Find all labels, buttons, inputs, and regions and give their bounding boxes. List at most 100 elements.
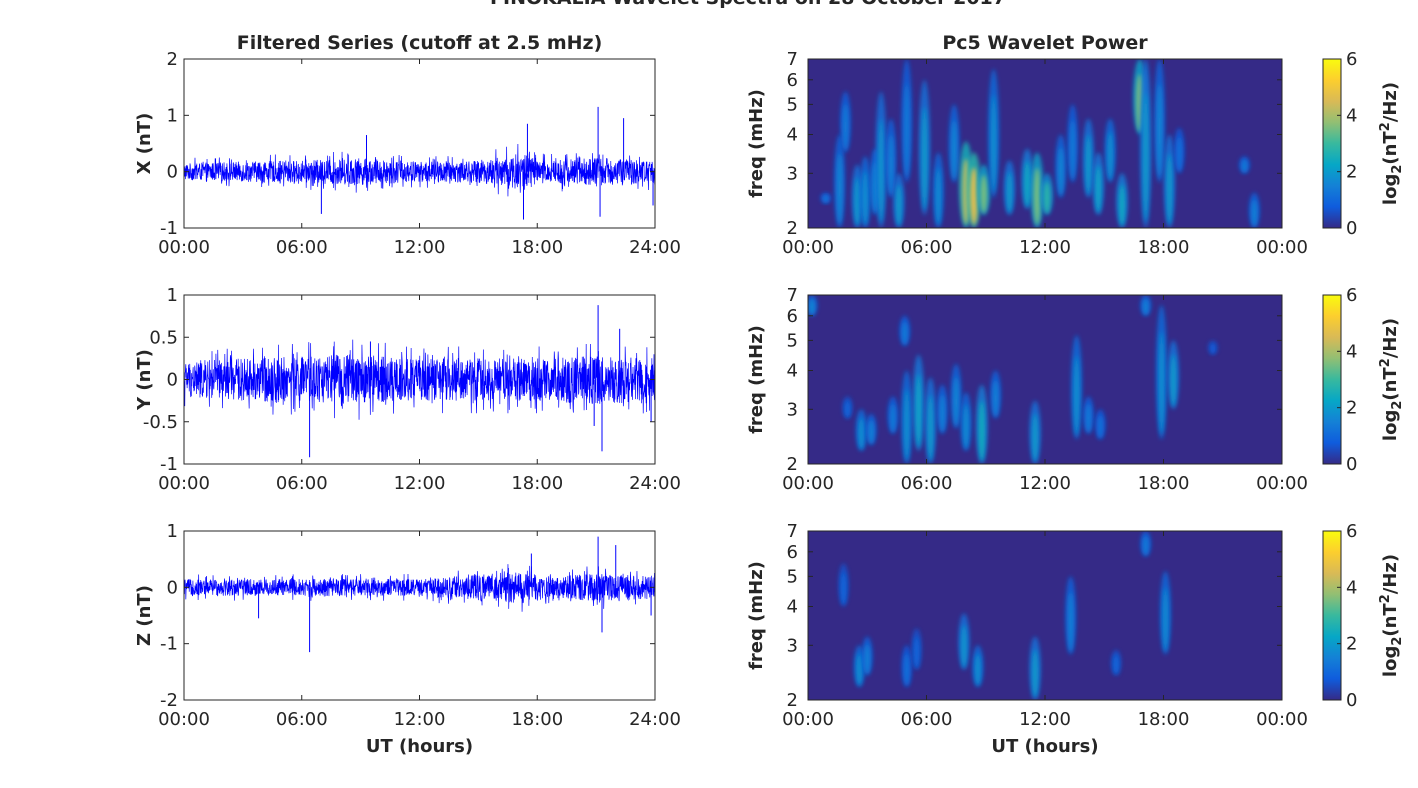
y-axis-label: X (nT) [134,113,155,175]
wavelet-power-core [868,420,874,444]
colorbar-label-part: 2 [1378,122,1393,131]
wavelet-power-core [1097,415,1103,439]
y-tick-label: 6 [787,306,798,327]
x-tick-label: 12:00 [394,237,446,258]
wavelet-power-core [1158,331,1165,435]
wavelet-power-core [1176,136,1182,172]
colorbar-label-part: 2 [1390,165,1405,174]
wavelet-power-core [823,194,829,203]
y-tick-label: 6 [787,70,798,91]
y-tick-label: -0.5 [143,412,178,433]
wavelet-panel-title: Pc5 Wavelet Power [942,32,1148,54]
x-tick-label: 24:00 [629,473,681,494]
colorbar-label: log2(nT2/Hz) [1378,318,1405,441]
x-tick-label: 00:00 [158,237,210,258]
colorbar-tick-label: 4 [1346,341,1357,362]
x-tick-label: 12:00 [394,709,446,730]
colorbar-tick-label: 4 [1346,577,1357,598]
y-tick-label: 0 [167,370,178,391]
colorbar-tick-label: 0 [1346,218,1357,239]
wavelet-power-core [1058,147,1064,196]
y-tick-label: -1 [160,634,178,655]
wavelet-power-core [904,653,910,686]
y-tick-label: 7 [787,521,798,542]
y-tick-label: 3 [787,399,798,420]
wavelet-power-core [854,177,861,226]
wavelet-power-core [902,321,908,345]
colorbar-label-part: 2 [1390,401,1405,410]
x-tick-label: 06:00 [276,237,328,258]
wavelet-power-core [896,184,902,226]
x-tick-label: 24:00 [629,709,681,730]
colorbar-tick-label: 2 [1346,162,1357,183]
wavelet-power-core [993,380,999,417]
wavelet-background [808,295,1282,464]
wavelet-power-core [809,299,815,315]
wavelet-power-core [1033,167,1041,225]
colorbar-gradient [1323,295,1341,464]
wavelet-power-core [975,653,981,686]
x-tick-label: 24:00 [629,237,681,258]
wavelet-power-core [864,644,870,674]
x-tick-label: 00:00 [782,709,834,730]
colorbar-label-part: log [1380,410,1401,441]
series-trace [183,564,656,612]
y-tick-label: 4 [787,596,798,617]
colorbar-tick-label: 2 [1346,398,1357,419]
y-tick-label: 5 [787,566,798,587]
y-tick-label: 2 [787,454,798,475]
wavelet-power-core [841,572,846,605]
y-axis-label: Y (nT) [134,349,155,411]
wavelet-power-core [970,167,978,225]
colorbar-label-part: (nT [1380,603,1401,637]
series-plot-frame [183,530,656,701]
x-tick-label: 12:00 [394,473,446,494]
wavelet-power-core [845,400,850,418]
wavelet-power-core [980,174,988,214]
colorbar-frame [1322,294,1342,465]
wavelet-power-core [1095,165,1102,213]
colorbar-gradient [1323,59,1341,228]
series-panel-1: Filtered Series (cutoff at 2.5 mHz)-1012… [134,32,681,258]
wavelet-power-core [961,624,967,668]
colorbar-tick-label: 2 [1346,634,1357,655]
series-panel-2: -1 -0.5 0 0.5 1 00:00 06:00 12:00 18:00 24:00 Y (n… [134,285,681,494]
wavelet-power-core [888,134,894,195]
x-axis-label: UT (hours) [366,736,473,757]
x-axis-label: UT (hours) [991,736,1098,757]
wavelet-power-core [1241,159,1248,173]
wavelet-power-core [953,376,959,427]
x-tick-label: 00:00 [782,237,834,258]
wavelet-power-core [1113,654,1119,675]
x-tick-label: 12:00 [1019,473,1071,494]
x-tick-label: 18:00 [511,237,563,258]
wavelet-power-core [1032,649,1038,698]
wavelet-power-core [978,400,985,461]
y-tick-label: 0 [167,162,178,183]
colorbar-label: log2(nT2/Hz) [1378,554,1405,677]
wavelet-power-core [1085,403,1092,433]
y-tick-label: 0 [167,577,178,598]
colorbar-label-part: (nT [1380,367,1401,401]
wavelet-power-core [915,373,922,448]
wavelet-power-core [1006,171,1013,213]
x-tick-label: 18:00 [1138,473,1190,494]
series-trace [183,144,656,197]
series-trace [183,339,656,420]
x-tick-label: 12:00 [1019,237,1071,258]
wavelet-power-core [1068,592,1074,652]
wavelet-power-core [1143,536,1149,556]
wavelet-power-core [1143,299,1149,315]
wavelet-power-core [904,389,910,461]
y-tick-label: 1 [167,285,178,306]
y-tick-label: 3 [787,163,798,184]
wavelet-power-core [1119,184,1125,226]
x-tick-label: 00:00 [1256,237,1308,258]
colorbar-tick-label: 4 [1346,105,1357,126]
y-tick-label: -1 [160,454,178,475]
wavelet-power-core [1251,199,1257,227]
